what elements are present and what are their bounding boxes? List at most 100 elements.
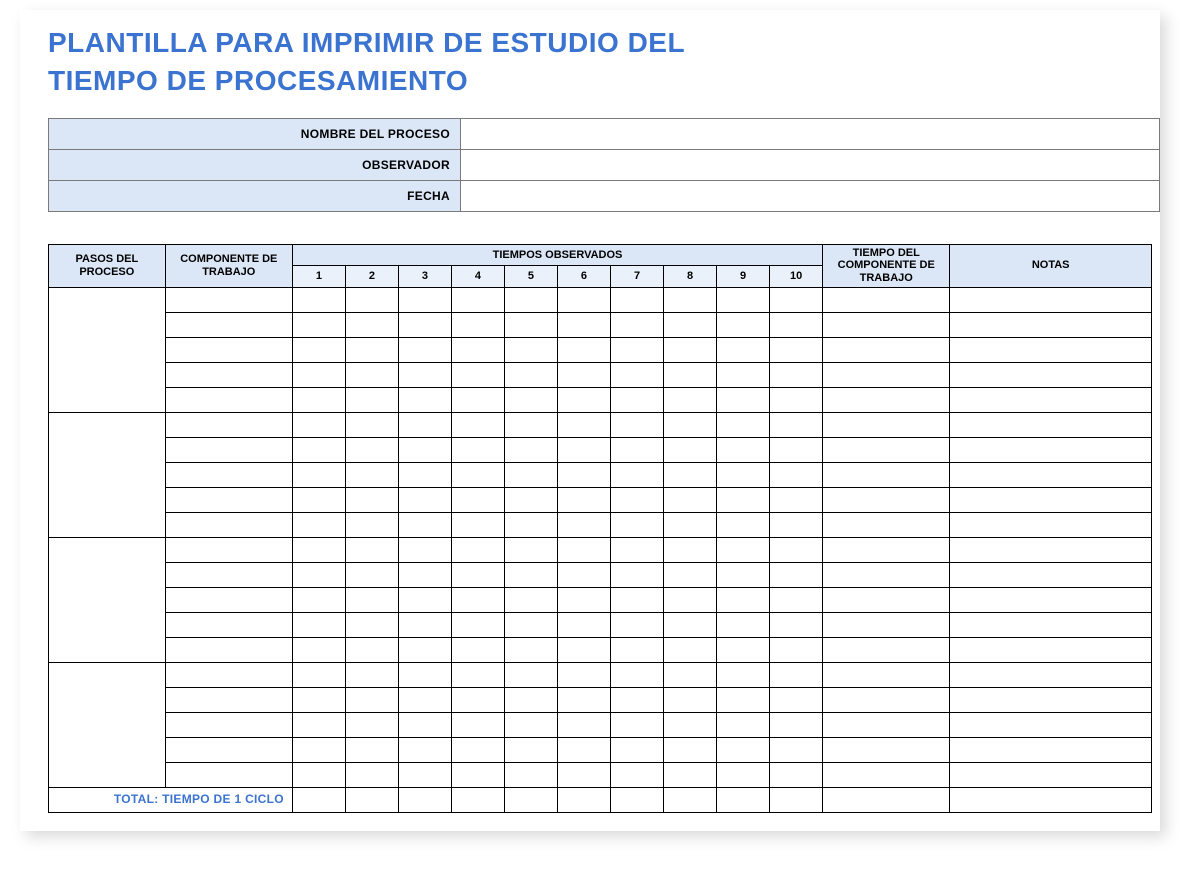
cell-time[interactable] [345, 437, 398, 462]
cell-time[interactable] [557, 487, 610, 512]
cell-notes[interactable] [950, 712, 1152, 737]
cell-time[interactable] [292, 562, 345, 587]
cell-time[interactable] [398, 612, 451, 637]
cell-component-time[interactable] [823, 437, 950, 462]
cell-time[interactable] [770, 487, 823, 512]
cell-time[interactable] [611, 737, 664, 762]
cell-time[interactable] [557, 437, 610, 462]
cell-time[interactable] [717, 387, 770, 412]
cell-notes[interactable] [950, 687, 1152, 712]
cell-time[interactable] [611, 662, 664, 687]
cell-time[interactable] [398, 362, 451, 387]
cell-time[interactable] [398, 312, 451, 337]
cell-time[interactable] [557, 662, 610, 687]
cell-component-time[interactable] [823, 762, 950, 787]
cell-time[interactable] [557, 512, 610, 537]
cell-time[interactable] [398, 512, 451, 537]
cell-time[interactable] [504, 612, 557, 637]
cell-time[interactable] [557, 312, 610, 337]
cell-time[interactable] [557, 337, 610, 362]
cell-time[interactable] [504, 287, 557, 312]
cell-time[interactable] [398, 737, 451, 762]
cell-time[interactable] [770, 412, 823, 437]
cell-time[interactable] [611, 337, 664, 362]
cell-time[interactable] [664, 562, 717, 587]
cell-time[interactable] [292, 612, 345, 637]
cell-notes[interactable] [950, 537, 1152, 562]
cell-notes[interactable] [950, 337, 1152, 362]
cell-time[interactable] [398, 687, 451, 712]
cell-notes[interactable] [950, 512, 1152, 537]
cell-time[interactable] [557, 737, 610, 762]
cell-time[interactable] [770, 512, 823, 537]
cell-work-component[interactable] [165, 337, 292, 362]
cell-time[interactable] [770, 312, 823, 337]
cell-time[interactable] [504, 412, 557, 437]
cell-time[interactable] [611, 412, 664, 437]
cell-component-time[interactable] [823, 687, 950, 712]
cell-component-time[interactable] [823, 587, 950, 612]
cell-time[interactable] [664, 637, 717, 662]
cell-time[interactable] [770, 637, 823, 662]
cell-time[interactable] [664, 662, 717, 687]
cell-work-component[interactable] [165, 362, 292, 387]
cell-time[interactable] [664, 287, 717, 312]
cell-time[interactable] [398, 537, 451, 562]
cell-time[interactable] [770, 612, 823, 637]
cell-notes[interactable] [950, 462, 1152, 487]
cell-time[interactable] [770, 462, 823, 487]
cell-time[interactable] [557, 587, 610, 612]
cell-time[interactable] [504, 537, 557, 562]
cell-time[interactable] [292, 637, 345, 662]
cell-time[interactable] [345, 462, 398, 487]
cell-time[interactable] [770, 687, 823, 712]
cell-time[interactable] [398, 762, 451, 787]
cell-component-time[interactable] [823, 612, 950, 637]
cell-work-component[interactable] [165, 312, 292, 337]
cell-notes[interactable] [950, 287, 1152, 312]
cell-time[interactable] [770, 737, 823, 762]
cell-time[interactable] [504, 762, 557, 787]
cell-time[interactable] [292, 487, 345, 512]
cell-component-time[interactable] [823, 412, 950, 437]
cell-time[interactable] [611, 587, 664, 612]
cell-time[interactable] [557, 712, 610, 737]
cell-time[interactable] [611, 712, 664, 737]
cell-time[interactable] [611, 312, 664, 337]
cell-time[interactable] [345, 387, 398, 412]
cell-time[interactable] [398, 562, 451, 587]
cell-time[interactable] [451, 687, 504, 712]
cell-time[interactable] [345, 587, 398, 612]
cell-time[interactable] [292, 287, 345, 312]
cell-time[interactable] [398, 337, 451, 362]
cell-time[interactable] [717, 537, 770, 562]
cell-time[interactable] [398, 387, 451, 412]
cell-component-time[interactable] [823, 362, 950, 387]
cell-time[interactable] [611, 537, 664, 562]
cell-time[interactable] [557, 387, 610, 412]
cell-time[interactable] [557, 412, 610, 437]
cell-time[interactable] [345, 337, 398, 362]
cell-time[interactable] [664, 587, 717, 612]
cell-component-time[interactable] [823, 512, 950, 537]
cell-time[interactable] [451, 412, 504, 437]
cell-work-component[interactable] [165, 562, 292, 587]
cell-time[interactable] [770, 662, 823, 687]
cell-time[interactable] [557, 637, 610, 662]
cell-time[interactable] [345, 687, 398, 712]
cell-time[interactable] [611, 762, 664, 787]
cell-time[interactable] [292, 737, 345, 762]
cell-time[interactable] [451, 362, 504, 387]
cell-time[interactable] [770, 712, 823, 737]
cell-time[interactable] [664, 712, 717, 737]
cell-time[interactable] [611, 512, 664, 537]
cell-time[interactable] [451, 562, 504, 587]
cell-time[interactable] [292, 512, 345, 537]
cell-time[interactable] [345, 537, 398, 562]
cell-time[interactable] [611, 462, 664, 487]
cell-time[interactable] [398, 412, 451, 437]
cell-time[interactable] [770, 362, 823, 387]
cell-time[interactable] [451, 487, 504, 512]
cell-time[interactable] [292, 437, 345, 462]
cell-time[interactable] [504, 462, 557, 487]
